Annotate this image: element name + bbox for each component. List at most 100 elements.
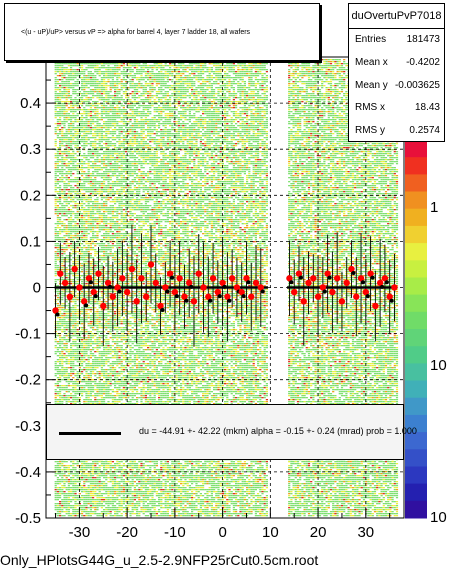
profile-point-dark — [84, 303, 88, 307]
profile-point-dark — [366, 294, 370, 298]
profile-point — [329, 289, 335, 295]
profile-point-dark — [189, 285, 193, 289]
profile-point — [129, 266, 135, 272]
y-tick-label: 0.4 — [20, 95, 41, 112]
profile-point-dark — [89, 280, 93, 284]
profile-point-dark — [56, 313, 60, 317]
x-tick-label: 20 — [310, 524, 327, 541]
y-tick-label: -0.3 — [15, 418, 41, 435]
stats-row-mean-y: Mean y -0.003625 — [349, 75, 444, 98]
colorbar-segment — [405, 381, 427, 399]
profile-point — [71, 266, 77, 272]
stats-value: -0.003625 — [395, 75, 440, 98]
profile-point-dark — [380, 285, 384, 289]
y-tick-label: -0.4 — [15, 464, 41, 481]
profile-point-dark — [94, 294, 98, 298]
stats-value: 0.2574 — [409, 120, 440, 143]
profile-point-dark — [208, 299, 212, 303]
x-tick-label: -30 — [69, 524, 91, 541]
colorbar-segment — [405, 398, 427, 416]
profile-point-dark — [351, 271, 355, 275]
profile-point-dark — [161, 308, 165, 312]
stats-label: Mean y — [355, 75, 388, 98]
x-tick-label: -10 — [164, 524, 186, 541]
stats-label: Entries — [355, 29, 386, 52]
colorbar-segment — [405, 295, 427, 313]
profile-point — [67, 294, 73, 300]
profile-point — [391, 284, 397, 290]
profile-point — [310, 275, 316, 281]
profile-point — [110, 294, 116, 300]
colorbar-segment — [405, 449, 427, 467]
stats-label: Mean x — [355, 52, 388, 75]
stats-value: 18.43 — [415, 97, 440, 120]
profile-point — [100, 303, 106, 309]
y-tick-label: -0.1 — [15, 326, 41, 343]
colorbar-segment — [405, 467, 427, 485]
fit-legend: du = -44.91 +- 42.22 (mkm) alpha = -0.15… — [46, 404, 404, 460]
stats-value: 181473 — [407, 29, 440, 52]
stats-value: -0.4202 — [406, 52, 440, 75]
profile-point — [133, 298, 139, 304]
profile-point — [353, 294, 359, 300]
profile-point-dark — [289, 280, 293, 284]
profile-point-dark — [371, 276, 375, 280]
profile-point — [253, 280, 259, 286]
profile-point — [62, 280, 68, 286]
profile-point — [229, 275, 235, 281]
colorbar-label: 10 — [430, 509, 447, 526]
profile-point — [119, 275, 125, 281]
x-tick-label: 0 — [218, 524, 226, 541]
profile-point-dark — [390, 299, 394, 303]
profile-point — [339, 298, 345, 304]
profile-point-dark — [175, 294, 179, 298]
colorbar-segment — [405, 226, 427, 244]
profile-point-dark — [242, 294, 246, 298]
stats-row-mean-x: Mean x -0.4202 — [349, 52, 444, 75]
profile-point — [248, 294, 254, 300]
profile-point — [148, 261, 154, 267]
stats-box: duOvertuPvP7018 Entries 181473 Mean x -0… — [348, 3, 445, 142]
profile-point — [315, 294, 321, 300]
colorbar-segment — [405, 346, 427, 364]
profile-point — [210, 275, 216, 281]
profile-point-dark — [108, 285, 112, 289]
colorbar-segment — [405, 278, 427, 296]
profile-point-dark — [165, 290, 169, 294]
profile-point — [191, 298, 197, 304]
profile-point-dark — [328, 276, 332, 280]
color-scale-bar: 1 10 10 — [405, 140, 447, 526]
stats-label: RMS x — [355, 97, 385, 120]
stats-row-rms-x: RMS x 18.43 — [349, 97, 444, 120]
profile-point — [301, 298, 307, 304]
profile-point — [138, 275, 144, 281]
colorbar-segment — [405, 501, 427, 519]
y-tick-label: -0.2 — [15, 372, 41, 389]
x-tick-label: 30 — [357, 524, 374, 541]
profile-point — [95, 270, 101, 276]
colorbar-label: 1 — [430, 199, 438, 216]
profile-point-dark — [170, 276, 174, 280]
stats-row-rms-y: RMS y 0.2574 — [349, 120, 444, 143]
plot-title-box: <(u - uP)/uP> versus vP => alpha for bar… — [4, 3, 320, 61]
profile-point-dark — [184, 299, 188, 303]
plot-title: <(u - uP)/uP> versus vP => alpha for bar… — [21, 29, 250, 36]
profile-point — [200, 284, 206, 290]
profile-point — [153, 280, 159, 286]
colorbar-segment — [405, 174, 427, 192]
profile-point-dark — [246, 280, 250, 284]
profile-point — [196, 270, 202, 276]
profile-point-dark — [385, 280, 389, 284]
profile-point-dark — [223, 285, 227, 289]
profile-point-dark — [118, 290, 122, 294]
y-tick-label: 0 — [33, 280, 41, 297]
y-tick-label: 0.2 — [20, 187, 41, 204]
profile-point-dark — [299, 276, 303, 280]
y-tick-label: -0.5 — [15, 510, 41, 527]
colorbar-segment — [405, 209, 427, 227]
profile-point-dark — [218, 294, 222, 298]
x-tick-label: 10 — [262, 524, 279, 541]
colorbar-label: 10 — [430, 357, 447, 374]
profile-point — [76, 284, 82, 290]
stats-label: RMS y — [355, 120, 385, 143]
